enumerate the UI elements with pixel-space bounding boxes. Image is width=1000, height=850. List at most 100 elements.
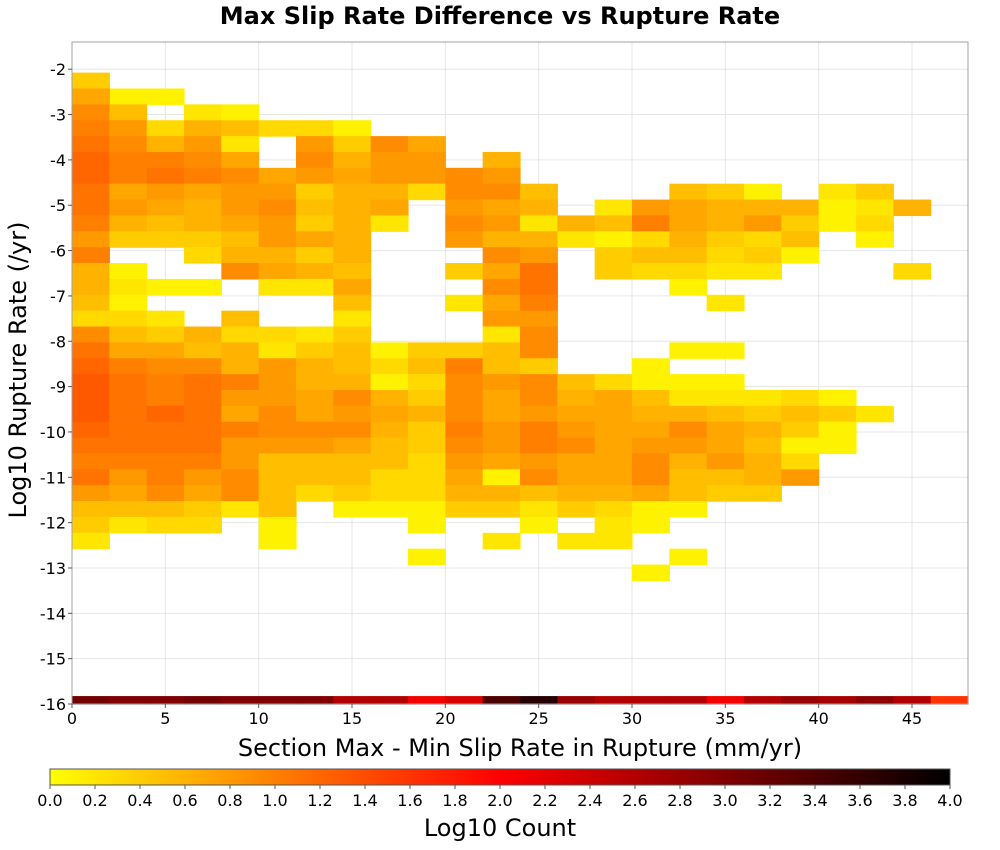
heatmap-cell [520,215,558,232]
heatmap-cell [445,390,484,407]
heatmap-cell [146,421,185,439]
heatmap-cell [146,516,185,534]
heatmap-cell [333,390,372,407]
heatmap-cell [632,437,670,455]
heatmap-cell [445,167,484,185]
heatmap-cell [333,183,372,201]
heatmap-cell [258,358,297,375]
heatmap-cell [109,469,148,486]
heatmap-cell [520,390,558,407]
heatmap-cell [296,453,334,470]
heatmap-cell [706,199,745,217]
heatmap-cell [632,247,670,264]
heatmap-cell [72,136,110,153]
heatmap-cell [632,516,670,534]
heatmap-cell [632,263,670,280]
heatmap-cell [632,469,670,486]
heatmap-cell [146,326,185,343]
heatmap-cell [109,310,148,328]
heatmap-cell [72,326,110,343]
heatmap-cell [333,501,372,518]
heatmap-cell [72,437,110,455]
heatmap-cell [184,516,222,534]
heatmap-cell [744,390,782,407]
heatmap-cell [146,501,185,518]
heatmap-cell [258,374,297,391]
heatmap-cell [258,485,297,502]
heatmap-cell [445,405,484,423]
heatmap-cell [482,263,521,280]
heatmap-cell [744,696,782,705]
heatmap-cell [594,516,633,534]
heatmap-cell [72,310,110,328]
heatmap-cell [72,469,110,486]
heatmap-cell [520,310,558,328]
heatmap-cell [296,120,334,137]
plot-border [71,41,969,705]
heatmap-cell [184,326,222,343]
heatmap-cell [221,485,260,502]
x-tick-label: 30 [622,709,642,728]
heatmap-cell [109,263,148,280]
colorbar-tick-label: 0.2 [82,791,107,810]
heatmap-cell [146,231,185,248]
heatmap-cell [818,390,857,407]
heatmap-cell [482,231,521,248]
heatmap-cell [669,263,708,280]
heatmap-cell [184,469,222,486]
heatmap-cell [669,696,708,705]
heatmap-cell [706,437,745,455]
heatmap-cell [184,501,222,518]
heatmap-cell [296,696,334,705]
y-tick-label: -5 [50,196,66,215]
heatmap-cell [520,278,558,296]
heatmap-cell [557,421,596,439]
y-tick-label: -4 [50,151,66,170]
heatmap-cell [408,501,446,518]
heatmap-cell [333,294,372,312]
heatmap-cell [706,247,745,264]
heatmap-cell [370,469,409,486]
heatmap-cell [221,342,260,359]
heatmap-cell [744,405,782,423]
heatmap-cell [445,696,484,705]
heatmap-cell [296,136,334,153]
heatmap-cell [744,199,782,217]
heatmap-cell [445,231,484,248]
heatmap-cell [632,696,670,705]
heatmap-cell [482,501,521,518]
y-tick-label: -10 [40,423,66,442]
heatmap-cell [408,167,446,185]
heatmap-cell [333,120,372,137]
heatmap-cell [221,151,260,169]
heatmap-cell [520,374,558,391]
heatmap-cell [781,453,820,470]
heatmap-cell [370,183,409,201]
heatmap-cell [520,358,558,375]
heatmap-cell [557,696,596,705]
heatmap-cell [482,294,521,312]
heatmap-cell [109,696,148,705]
heatmap-cell [408,485,446,502]
heatmap-cell [109,421,148,439]
heatmap-cell [482,310,521,328]
heatmap-cell [669,199,708,217]
heatmap-cell [333,136,372,153]
heatmap-cell [296,263,334,280]
heatmap-cell [445,374,484,391]
heatmap-cell [109,215,148,232]
heatmap-cell [184,390,222,407]
y-tick-label: -8 [50,332,66,351]
heatmap-cell [482,167,521,185]
heatmap-cell [258,120,297,137]
heatmap-cell [445,183,484,201]
colorbar-tick-label: 1.4 [352,791,377,810]
heatmap-cell [781,199,820,217]
heatmap-cell [669,485,708,502]
heatmap-cell [669,548,708,566]
heatmap-cell [557,501,596,518]
heatmap-cell [370,136,409,153]
heatmap-cell [594,231,633,248]
heatmap-cell [520,485,558,502]
